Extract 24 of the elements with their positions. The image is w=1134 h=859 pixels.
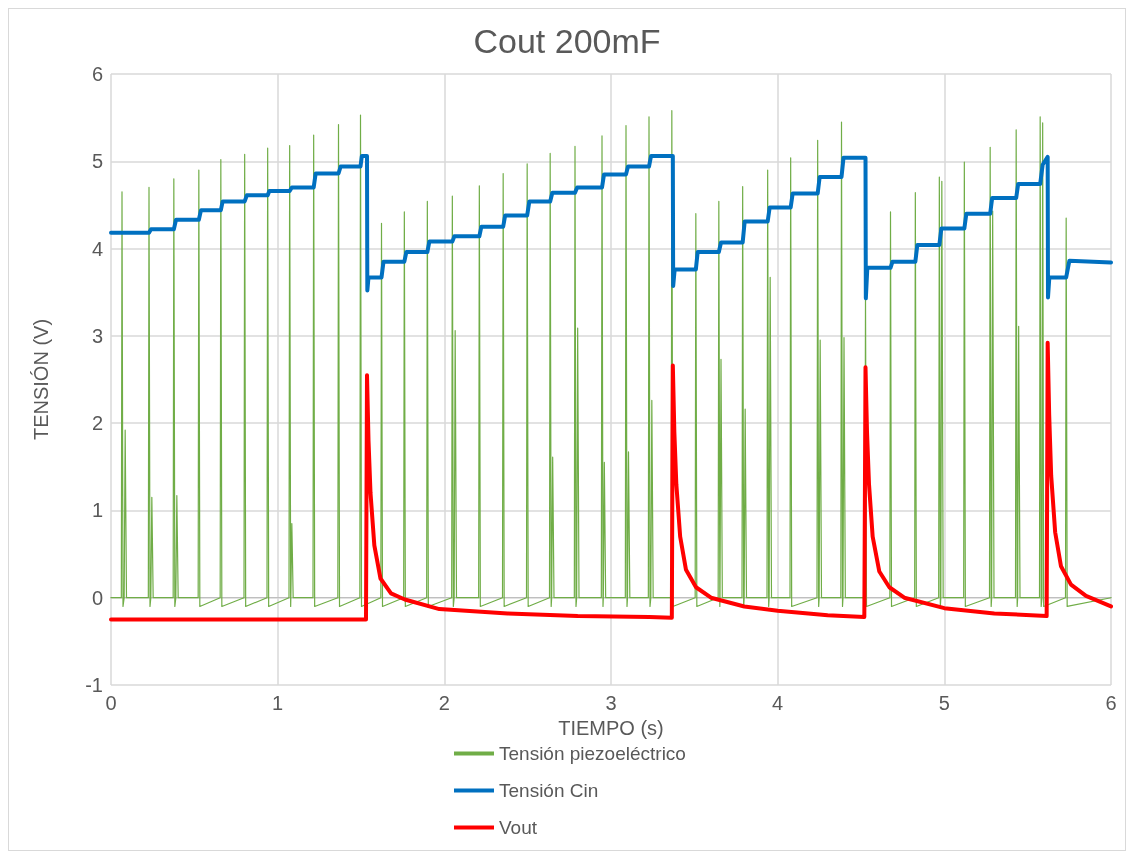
y-tick-label: 1	[91, 499, 103, 522]
y-tick-label: 5	[91, 150, 103, 173]
y-tick-label: 3	[91, 324, 103, 347]
y-tick-label: 2	[91, 412, 103, 435]
y-tick-label: 4	[91, 237, 103, 260]
line-series	[109, 154, 1113, 301]
x-tick-label: 4	[772, 692, 784, 714]
x-tick-label: 2	[438, 692, 450, 714]
line-series	[109, 340, 1113, 622]
y-tick-label: 0	[91, 586, 103, 609]
chart-title: Cout 200mF	[473, 22, 661, 60]
x-tick-label: 1	[272, 692, 284, 714]
x-tick-label: 3	[605, 692, 617, 714]
x-tick-label: 0	[105, 692, 117, 714]
line-series	[110, 110, 1112, 608]
y-tick-label: -1	[85, 674, 103, 696]
x-axis-title: TIEMPO (s)	[558, 716, 664, 739]
legend-label: Tensión piezoeléctrico	[499, 743, 686, 764]
y-tick-label: 6	[91, 63, 103, 85]
y-axis-title: TENSIÓN (V)	[30, 318, 52, 441]
x-tick-label: 6	[1105, 692, 1117, 714]
x-tick-label: 5	[938, 692, 950, 714]
legend-label: Vout	[499, 817, 538, 838]
legend-label: Tensión Cin	[499, 780, 599, 801]
